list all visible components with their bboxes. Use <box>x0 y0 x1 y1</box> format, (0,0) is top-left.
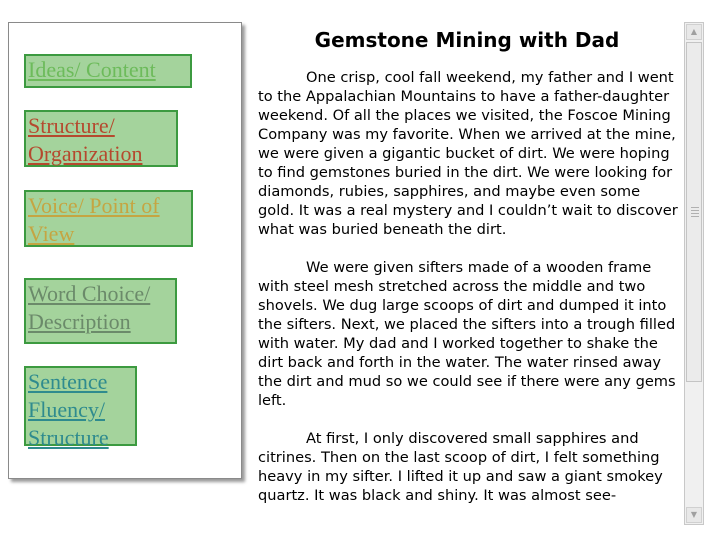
scroll-down-icon[interactable]: ▼ <box>686 507 702 523</box>
grip-line <box>691 216 699 217</box>
document-paragraph: At first, I only discovered small sapphi… <box>258 430 663 504</box>
trait-word-choice-description-link[interactable]: Word Choice/ Description <box>24 278 177 344</box>
trait-voice-point-of-view-link[interactable]: Voice/ Point of View <box>24 190 193 247</box>
document-paragraph: We were given sifters made of a wooden f… <box>258 259 676 409</box>
document-body: Gemstone Mining with Dad One crisp, cool… <box>256 26 678 536</box>
trait-menu-panel: Ideas/ Content Structure/ Organization V… <box>8 22 242 479</box>
document-paragraph: One crisp, cool fall weekend, my father … <box>258 69 678 238</box>
trait-ideas-content-link[interactable]: Ideas/ Content <box>24 54 192 88</box>
grip-line <box>691 207 699 208</box>
scroll-up-icon[interactable]: ▲ <box>686 24 702 40</box>
scrollbar-thumb[interactable] <box>686 42 702 382</box>
grip-line <box>691 213 699 214</box>
document-title: Gemstone Mining with Dad <box>314 28 620 52</box>
vertical-scrollbar[interactable]: ▲ ▼ <box>684 22 704 525</box>
grip-line <box>691 210 699 211</box>
trait-structure-organization-link[interactable]: Structure/ Organization <box>24 110 178 167</box>
trait-sentence-fluency-structure-link[interactable]: Sentence Fluency/ Structure <box>24 366 137 450</box>
